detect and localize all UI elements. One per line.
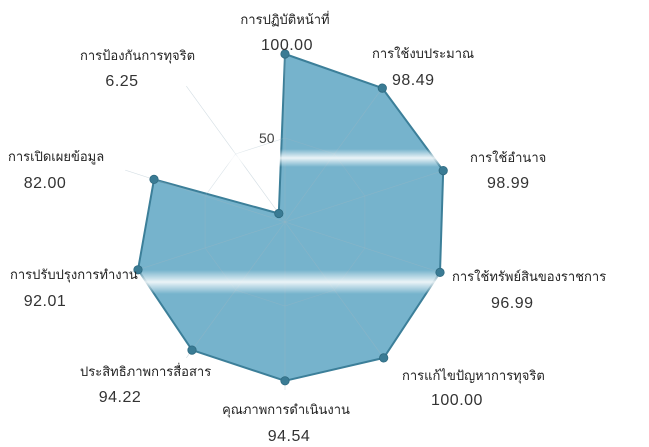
data-point-1 (280, 49, 290, 59)
value-label-6: 94.54 (268, 428, 311, 445)
category-label-8: การปรับปรุงการทำงาน (10, 268, 138, 283)
data-point-8 (133, 265, 143, 275)
category-label-2: การใช้งบประมาณ (372, 46, 474, 62)
radar-labels: การปฏิบัติหน้าที่ 100.00 การใช้งบประมาณ 98.… (8, 11, 606, 445)
category-label-4: การใช้ทรัพย์สินของราชการ (452, 269, 606, 285)
grid-spoke (125, 221, 286, 275)
value-label-10: 6.25 (105, 73, 138, 90)
data-point-3 (438, 166, 448, 176)
category-label-6: คุณภาพการดำเนินงาน (222, 403, 350, 418)
radar-series (137, 53, 445, 382)
grid-spoke (284, 221, 445, 275)
data-point-10 (274, 208, 284, 219)
data-point-4 (435, 267, 445, 277)
scan-band (120, 149, 465, 167)
radar-ticks: 50 (259, 130, 275, 146)
scan-band (120, 270, 465, 294)
data-point-2 (377, 83, 387, 93)
category-label-9: การเปิดเผยข้อมูล (8, 150, 104, 165)
value-label-7: 94.22 (99, 389, 142, 406)
tick-label: 50 (259, 130, 275, 146)
value-label-5: 100.00 (431, 392, 483, 409)
value-label-9: 82.00 (24, 175, 67, 192)
value-label-4: 96.99 (491, 295, 534, 312)
grid-spoke (284, 169, 445, 223)
category-label-7: ประสิทธิภาพการสื่อสาร (80, 363, 211, 380)
series-area (137, 53, 445, 382)
value-label-2: 98.49 (392, 72, 435, 89)
value-label-3: 98.99 (487, 175, 530, 192)
data-point-9 (149, 174, 159, 184)
value-label-8: 92.01 (24, 293, 67, 310)
data-point-7 (187, 345, 197, 355)
data-point-5 (379, 353, 389, 363)
category-label-5: การแก้ไขปัญหาการทุจริต (402, 368, 545, 384)
category-label-1: การปฏิบัติหน้าที่ (240, 11, 329, 28)
data-point-6 (280, 376, 290, 386)
radar-points (133, 49, 448, 386)
category-label-3: การใช้อำนาจ (470, 150, 546, 166)
category-label-10: การป้องกันการทุจริต (80, 49, 195, 64)
grid-ring (204, 137, 366, 307)
scan-bands (120, 149, 465, 294)
value-label-1: 100.00 (261, 37, 313, 54)
